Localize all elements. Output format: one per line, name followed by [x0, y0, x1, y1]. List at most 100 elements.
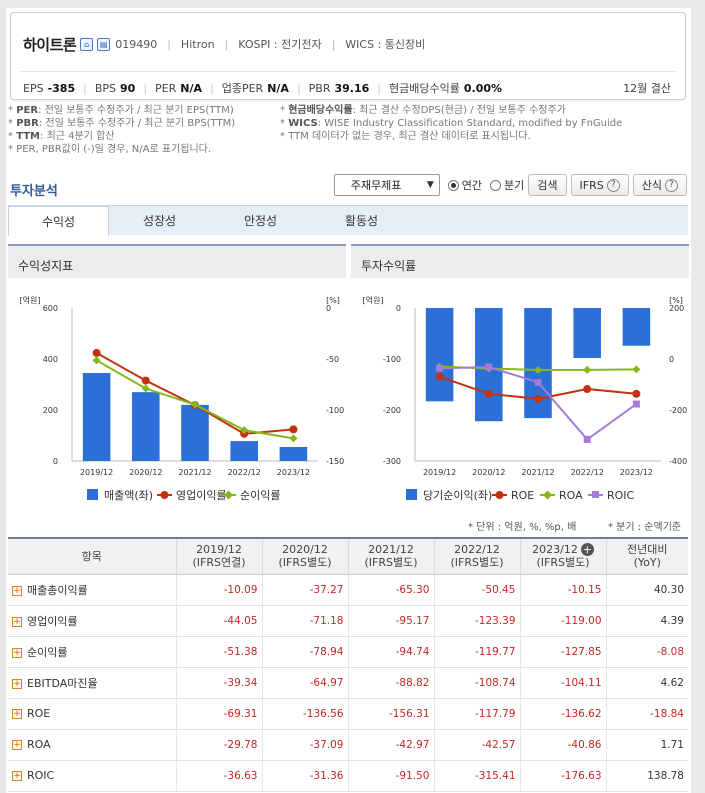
- yoy-cell: -18.84: [605, 698, 688, 730]
- row-label[interactable]: + ROE: [8, 698, 176, 730]
- table-row: + ROE -69.31 -136.56 -156.31 -117.79 -136.62 -1…: [8, 698, 688, 730]
- tab-profitability[interactable]: 수익성: [8, 206, 109, 236]
- bar: [573, 308, 601, 358]
- row-label[interactable]: + ROIC: [8, 760, 176, 792]
- value-cell: -31.36: [261, 760, 348, 792]
- value-cell: -108.74: [433, 667, 520, 699]
- expand-plus-icon[interactable]: +: [12, 585, 22, 596]
- line-point: [534, 394, 542, 403]
- bar: [132, 392, 160, 461]
- line-point: [632, 389, 641, 398]
- select-value: 주재무제표: [350, 179, 402, 192]
- line-point: [583, 385, 592, 394]
- value-cell: -88.82: [347, 667, 434, 699]
- home-icon[interactable]: ⌂: [80, 37, 94, 51]
- line-point: [485, 363, 493, 371]
- value-cell: -91.50: [347, 760, 434, 792]
- tab-activity[interactable]: 활동성: [344, 214, 379, 228]
- metric-label: EPS: [23, 81, 44, 95]
- value-cell: -44.05: [175, 605, 262, 637]
- radio-annual[interactable]: 연간: [447, 177, 483, 193]
- search-button[interactable]: 검색: [528, 174, 567, 196]
- value-cell: -117.79: [433, 698, 520, 730]
- left-axis-unit: [억원]: [363, 295, 384, 305]
- metric-label: PER: [155, 81, 177, 95]
- tab-growth[interactable]: 성장성: [142, 214, 177, 228]
- yoy-cell: 138.78: [605, 760, 688, 792]
- left-tick-label: 400: [43, 355, 58, 364]
- value-cell: -119.00: [519, 605, 606, 637]
- table-row: + EBITDA마진율 -39.34 -64.97 -88.82 -108.74 -104.…: [8, 667, 688, 699]
- expand-plus-icon[interactable]: +: [12, 709, 22, 719]
- metric-label: 현금배당수익률: [389, 82, 460, 95]
- yoy-cell: 1.71: [605, 729, 688, 761]
- right-tick-label: -50: [326, 355, 339, 364]
- radio-quarter[interactable]: 분기: [490, 177, 524, 193]
- expand-plus-icon[interactable]: +: [12, 771, 22, 781]
- divider: |: [143, 81, 148, 95]
- units-note: * 단위 : 억원, %, %p, 배: [468, 522, 577, 533]
- company-name: 하이트론: [23, 35, 77, 54]
- expand-plus-icon[interactable]: +: [12, 647, 22, 658]
- x-tick-label: 2022/12: [228, 468, 261, 477]
- legend-label: 순이익률: [240, 489, 280, 502]
- formula-button[interactable]: 산식 ?: [632, 174, 687, 196]
- statement-type-select[interactable]: 주재무제표 ▼: [333, 174, 440, 196]
- radio-checked-icon: [447, 179, 459, 191]
- scrollbar[interactable]: [692, 8, 702, 793]
- x-tick-label: 2022/12: [571, 468, 604, 477]
- metrics-row: EPS -385 | BPS 90 | PER N/A | 업종PER N/A | PB…: [23, 80, 502, 96]
- line-point: [632, 365, 641, 374]
- expand-plus-icon[interactable]: +: [12, 616, 22, 627]
- line-point: [289, 434, 298, 443]
- x-tick-label: 2021/12: [521, 468, 554, 477]
- bar: [279, 446, 308, 461]
- legend-swatch: [224, 490, 233, 500]
- row-label[interactable]: + 순이익률: [8, 636, 176, 668]
- note-line: * PER, PBR값이 (-)일 경우, N/A로 표기됩니다.: [8, 144, 212, 155]
- bar: [181, 404, 209, 461]
- row-label[interactable]: + 매출총이익률: [8, 574, 176, 606]
- right-tick-label: 0: [669, 355, 674, 364]
- legend-swatch: [160, 491, 169, 499]
- divider: |: [331, 37, 336, 51]
- note-line: * 현금배당수익률: 최근 결산 수정DPS(현금) / 전일 보통주 수정주가: [280, 105, 566, 116]
- value-cell: -123.39: [433, 605, 520, 637]
- row-label[interactable]: + EBITDA마진율: [8, 667, 176, 699]
- x-tick-label: 2019/12: [80, 468, 113, 477]
- value-cell: -37.09: [261, 729, 348, 761]
- definition-notes: * PER: 전일 보통주 수정주가 / 최근 분기 EPS(TTM) * PB…: [8, 104, 688, 162]
- right-tick-label: 0: [326, 304, 331, 313]
- expand-plus-icon[interactable]: +: [12, 678, 22, 689]
- report-icon[interactable]: ▤: [97, 37, 111, 51]
- left-tick-label: 200: [43, 406, 58, 415]
- table-row: + ROA -29.78 -37.09 -42.97 -42.57 -40.86 1.71: [8, 729, 688, 761]
- value-cell: -104.11: [519, 667, 606, 699]
- line-point: [632, 400, 640, 408]
- metric-value: -385: [47, 81, 76, 95]
- radio-label: 연간: [461, 179, 483, 192]
- ifrs-button[interactable]: IFRS ?: [570, 174, 629, 196]
- row-label[interactable]: + ROA: [8, 729, 176, 761]
- left-tick-label: -100: [383, 355, 401, 364]
- value-cell: -10.15: [519, 574, 606, 606]
- divider: |: [224, 37, 229, 51]
- value-cell: -42.57: [433, 729, 520, 761]
- divider: |: [210, 81, 214, 95]
- legend-label: 당기순이익(좌): [423, 489, 492, 502]
- line-point: [583, 435, 591, 443]
- tab-stability[interactable]: 안정성: [243, 214, 278, 228]
- note-line: * PBR: 전일 보통주 수정주가 / 최근 분기 BPS(TTM): [8, 118, 236, 129]
- table-row: + ROIC -36.63 -31.36 -91.50 -315.41 -176.63 138…: [8, 760, 688, 792]
- legend-swatch: [543, 490, 552, 500]
- left-tick-label: -300: [383, 457, 401, 466]
- value-cell: -69.31: [175, 698, 262, 730]
- expand-plus-icon[interactable]: +: [12, 740, 22, 750]
- legend-label: 영업이익률: [176, 489, 227, 502]
- company-eng-name: Hitron: [180, 37, 215, 51]
- row-label[interactable]: + 영업이익률: [8, 605, 176, 637]
- expand-columns-icon[interactable]: +: [580, 543, 594, 557]
- table-row: + 매출총이익률 -10.09 -37.27 -65.30 -50.45 -10.15 40.…: [8, 574, 688, 606]
- value-cell: -39.34: [175, 667, 262, 699]
